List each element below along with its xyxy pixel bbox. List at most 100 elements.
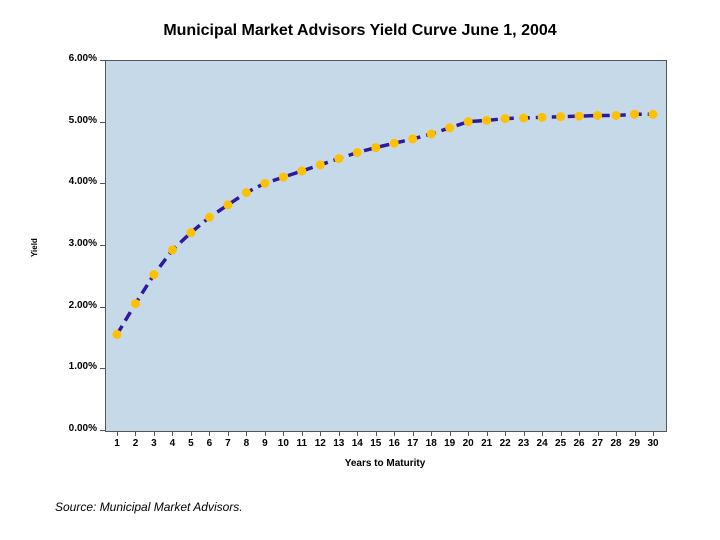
y-tick-mark — [100, 307, 105, 308]
y-tick-mark — [100, 430, 105, 431]
y-tick-label: 6.00% — [42, 53, 97, 64]
x-tick-mark — [579, 431, 580, 436]
data-marker — [557, 113, 565, 121]
x-tick-mark — [542, 431, 543, 436]
x-tick-mark — [320, 431, 321, 436]
x-tick-label: 13 — [329, 438, 349, 449]
x-tick-label: 14 — [347, 438, 367, 449]
y-tick-label: 0.00% — [42, 423, 97, 434]
y-tick-mark — [100, 60, 105, 61]
data-marker — [575, 112, 583, 120]
x-tick-mark — [246, 431, 247, 436]
x-tick-label: 17 — [403, 438, 423, 449]
data-marker — [353, 149, 361, 157]
x-tick-mark — [413, 431, 414, 436]
x-tick-label: 15 — [366, 438, 386, 449]
x-tick-label: 22 — [495, 438, 515, 449]
x-tick-mark — [450, 431, 451, 436]
data-marker — [612, 112, 620, 120]
data-marker — [464, 118, 472, 126]
data-marker — [316, 161, 324, 169]
x-tick-label: 6 — [199, 438, 219, 449]
data-marker — [446, 124, 454, 132]
yield-line — [117, 114, 653, 334]
x-tick-mark — [598, 431, 599, 436]
x-tick-label: 30 — [643, 438, 663, 449]
y-tick-label: 4.00% — [42, 176, 97, 187]
x-tick-label: 18 — [421, 438, 441, 449]
x-tick-mark — [265, 431, 266, 436]
x-tick-mark — [191, 431, 192, 436]
x-tick-mark — [209, 431, 210, 436]
data-marker — [483, 116, 491, 124]
x-tick-mark — [561, 431, 562, 436]
x-tick-label: 28 — [606, 438, 626, 449]
x-tick-label: 12 — [310, 438, 330, 449]
x-tick-label: 1 — [107, 438, 127, 449]
x-tick-mark — [302, 431, 303, 436]
x-tick-label: 19 — [440, 438, 460, 449]
x-tick-label: 7 — [218, 438, 238, 449]
data-marker — [427, 130, 435, 138]
data-marker — [520, 114, 528, 122]
data-marker — [372, 144, 380, 152]
data-marker — [150, 271, 158, 279]
y-tick-label: 1.00% — [42, 361, 97, 372]
x-tick-label: 24 — [532, 438, 552, 449]
y-tick-label: 2.00% — [42, 300, 97, 311]
x-tick-mark — [468, 431, 469, 436]
data-marker — [168, 246, 176, 254]
x-tick-mark — [117, 431, 118, 436]
data-marker — [187, 229, 195, 237]
x-tick-mark — [431, 431, 432, 436]
data-marker — [631, 110, 639, 118]
x-tick-mark — [653, 431, 654, 436]
x-tick-label: 9 — [255, 438, 275, 449]
data-marker — [649, 110, 657, 118]
data-marker — [409, 135, 417, 143]
source-text: Source: Municipal Market Advisors. — [55, 500, 243, 514]
y-tick-mark — [100, 183, 105, 184]
x-tick-label: 4 — [162, 438, 182, 449]
data-marker — [224, 201, 232, 209]
y-tick-label: 3.00% — [42, 238, 97, 249]
data-marker — [131, 300, 139, 308]
x-tick-label: 5 — [181, 438, 201, 449]
x-tick-mark — [339, 431, 340, 436]
yield-curve-svg — [0, 0, 720, 540]
x-tick-label: 10 — [273, 438, 293, 449]
data-marker — [501, 115, 509, 123]
x-tick-mark — [505, 431, 506, 436]
data-marker — [279, 173, 287, 181]
y-tick-mark — [100, 122, 105, 123]
data-marker — [538, 113, 546, 121]
x-tick-mark — [172, 431, 173, 436]
x-tick-label: 3 — [144, 438, 164, 449]
x-tick-label: 16 — [384, 438, 404, 449]
x-tick-mark — [487, 431, 488, 436]
x-tick-label: 20 — [458, 438, 478, 449]
x-tick-mark — [394, 431, 395, 436]
x-tick-label: 23 — [514, 438, 534, 449]
x-tick-mark — [154, 431, 155, 436]
x-tick-label: 26 — [569, 438, 589, 449]
x-tick-mark — [135, 431, 136, 436]
x-tick-label: 8 — [236, 438, 256, 449]
x-tick-label: 21 — [477, 438, 497, 449]
data-marker — [298, 167, 306, 175]
x-tick-mark — [228, 431, 229, 436]
x-tick-label: 25 — [551, 438, 571, 449]
data-marker — [205, 213, 213, 221]
x-tick-mark — [524, 431, 525, 436]
data-marker — [335, 155, 343, 163]
data-marker — [390, 139, 398, 147]
x-tick-mark — [283, 431, 284, 436]
y-tick-mark — [100, 245, 105, 246]
y-tick-mark — [100, 368, 105, 369]
x-tick-mark — [635, 431, 636, 436]
x-tick-label: 2 — [125, 438, 145, 449]
x-tick-mark — [616, 431, 617, 436]
data-marker — [594, 112, 602, 120]
data-marker — [242, 189, 250, 197]
x-tick-label: 11 — [292, 438, 312, 449]
